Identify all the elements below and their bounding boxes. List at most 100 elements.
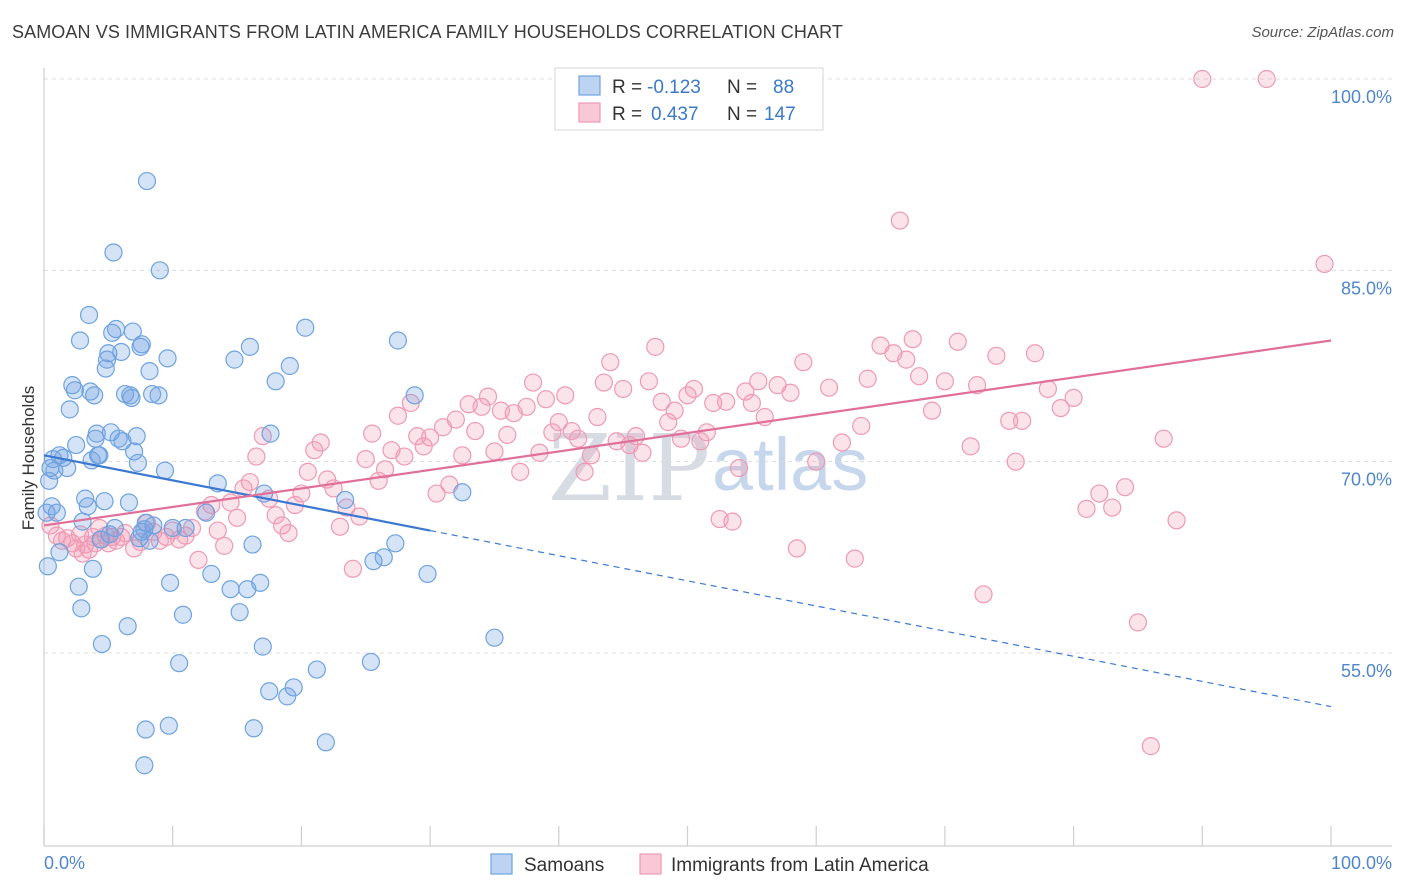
- samoans-point: [63, 376, 82, 395]
- latin-america-point: [517, 397, 536, 416]
- samoans-point: [67, 435, 86, 455]
- legend-swatch-latin-america: [578, 102, 601, 123]
- samoans-point: [78, 497, 97, 516]
- samoans-point: [83, 559, 103, 578]
- samoans-point: [253, 637, 272, 656]
- latin-america-point: [363, 424, 382, 443]
- latin-america-point: [1051, 398, 1070, 418]
- samoans-point: [374, 548, 393, 567]
- latin-america-point: [897, 350, 916, 369]
- latin-america-point: [543, 423, 562, 442]
- latin-america-point: [1128, 613, 1148, 632]
- latin-america-point: [961, 437, 980, 456]
- latin-america-point: [1315, 254, 1334, 274]
- latin-america-point: [787, 539, 806, 558]
- samoans-point: [386, 534, 405, 553]
- samoans-point: [240, 337, 260, 356]
- latin-america-point: [1077, 499, 1096, 518]
- latin-america-point: [536, 390, 556, 409]
- samoans-point: [113, 432, 132, 451]
- latin-america-point: [659, 413, 678, 432]
- legend-n-label-samoans: N =: [727, 77, 757, 98]
- latin-america-point: [1167, 511, 1186, 530]
- samoans-point: [307, 660, 326, 679]
- latin-america-point: [639, 372, 658, 391]
- samoans-point: [244, 719, 263, 738]
- samoans-point: [127, 427, 146, 446]
- samoans-point: [132, 335, 151, 354]
- samoans-point: [87, 424, 106, 443]
- samoans-point: [118, 617, 137, 636]
- samoans-point: [251, 573, 270, 592]
- latin-america-point: [581, 446, 601, 465]
- latin-america-point: [453, 446, 472, 465]
- latin-america-point: [182, 518, 202, 538]
- samoans-point: [388, 331, 408, 350]
- latin-america-point: [511, 462, 530, 481]
- latin-america-point: [575, 462, 594, 481]
- series-latin-america-points: [41, 69, 1334, 756]
- samoans-point: [202, 564, 221, 584]
- samoans-point: [105, 518, 124, 538]
- samoans-point: [405, 386, 424, 405]
- samoans-point: [316, 733, 335, 752]
- samoans-point: [70, 331, 90, 350]
- latin-america-point: [1115, 478, 1135, 497]
- latin-america-trend-line: [43, 339, 1332, 527]
- samoans-point: [159, 716, 178, 735]
- watermark-atlas: atlas: [712, 423, 868, 506]
- samoans-point: [92, 634, 112, 654]
- samoans-point: [60, 400, 79, 419]
- samoans-point: [161, 573, 180, 592]
- legend-n-value-samoans: 88: [773, 77, 794, 98]
- latin-america-point: [852, 416, 871, 436]
- latin-america-point: [549, 413, 568, 432]
- latin-america-point: [723, 512, 742, 531]
- y-axis-label: Family Households: [19, 386, 38, 531]
- y-tick-label-1: 70.0%: [1341, 470, 1392, 490]
- latin-america-point: [736, 382, 755, 401]
- samoans-point: [136, 720, 155, 739]
- stats-legend: R = -0.123 N = 88 R = 0.437 N = 147: [554, 67, 824, 131]
- samoans-point: [243, 535, 262, 554]
- legend-n-value-latin-america: 147: [764, 104, 796, 125]
- samoans-point: [122, 388, 141, 407]
- bottom-legend-samoans: Samoans: [524, 855, 604, 876]
- y-tick-label-0: 55.0%: [1341, 661, 1392, 681]
- samoans-point: [225, 350, 244, 369]
- samoans-point: [155, 461, 175, 480]
- samoans-point: [91, 530, 110, 549]
- latin-america-point: [967, 376, 987, 395]
- latin-america-point: [903, 330, 922, 349]
- samoans-trend-line: [43, 454, 431, 532]
- samoans-point: [136, 513, 155, 532]
- samoans-point: [176, 518, 195, 538]
- series-legend: Samoans Immigrants from Latin America: [490, 853, 929, 876]
- latin-america-point: [845, 549, 864, 568]
- latin-america-point: [414, 437, 433, 456]
- x-tick-label-max: 100.0%: [1331, 853, 1392, 873]
- latin-america-point: [987, 346, 1006, 365]
- latin-america-point: [485, 442, 504, 461]
- y-tick-label-3: 100.0%: [1331, 87, 1392, 107]
- latin-america-point: [858, 369, 877, 388]
- latin-america-point: [1141, 737, 1160, 756]
- samoans-point: [284, 678, 303, 697]
- latin-america-point: [1154, 429, 1173, 448]
- samoans-point: [140, 362, 159, 381]
- legend-r-value-latin-america: 0.437: [651, 104, 699, 125]
- trend-lines: [43, 339, 1332, 708]
- samoans-point: [137, 171, 157, 191]
- latin-america-point: [646, 337, 665, 356]
- latin-america-point: [227, 508, 247, 527]
- latin-america-point: [704, 393, 723, 413]
- samoans-point: [58, 458, 77, 478]
- latin-america-point: [395, 447, 414, 466]
- latin-america-point: [466, 421, 485, 441]
- latin-america-point: [221, 493, 240, 512]
- latin-america-point: [749, 372, 768, 391]
- latin-america-point: [652, 392, 671, 411]
- samoans-point: [418, 564, 437, 584]
- samoans-point: [260, 682, 279, 701]
- chart-source: Source: ZipAtlas.com: [1251, 24, 1394, 41]
